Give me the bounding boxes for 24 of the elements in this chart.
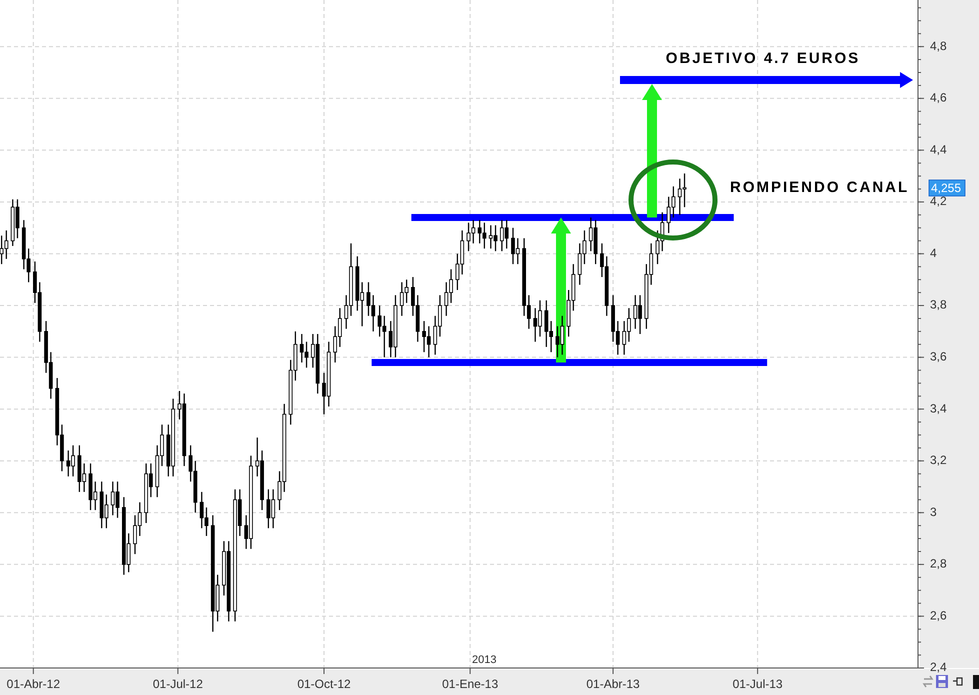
- x-tick-label: 01-Abr-13: [586, 677, 640, 692]
- annotation: OBJETIVO 4.7 EUROS: [666, 50, 860, 67]
- y-tick-label: 3,2: [930, 453, 948, 468]
- x-tick-label: 01-Abr-12: [6, 677, 60, 692]
- text: 4,255: [931, 181, 962, 195]
- y-tick-label: 2,4: [930, 660, 948, 674]
- x-tick-label: 01-Ene-13: [442, 677, 498, 692]
- y-tick-label: 3,4: [930, 401, 948, 416]
- y-tick-label: 4: [930, 246, 937, 260]
- y-tick-label: 3: [930, 504, 937, 519]
- y-tick-label: 3,6: [930, 349, 948, 364]
- annotation: ROMPIENDO CANAL: [730, 178, 910, 196]
- y-tick-label: 4,8: [930, 38, 948, 53]
- y-tick-label: 4,2: [930, 194, 948, 208]
- y-tick-label: 4,4: [930, 142, 948, 156]
- y-tick-label: 2,6: [930, 608, 948, 622]
- y-tick-label: 4,6: [930, 90, 948, 105]
- y-tick-label: 3,8: [930, 298, 948, 312]
- x-tick-label: 01-Oct-12: [297, 677, 351, 692]
- x-tick-label: 01-Jul-12: [152, 677, 204, 692]
- y-tick-label: 2,8: [930, 556, 948, 571]
- annotation: 2013: [472, 654, 496, 666]
- x-tick-label: 01-Jul-13: [732, 677, 783, 692]
- candlestick: [4, 230, 8, 260]
